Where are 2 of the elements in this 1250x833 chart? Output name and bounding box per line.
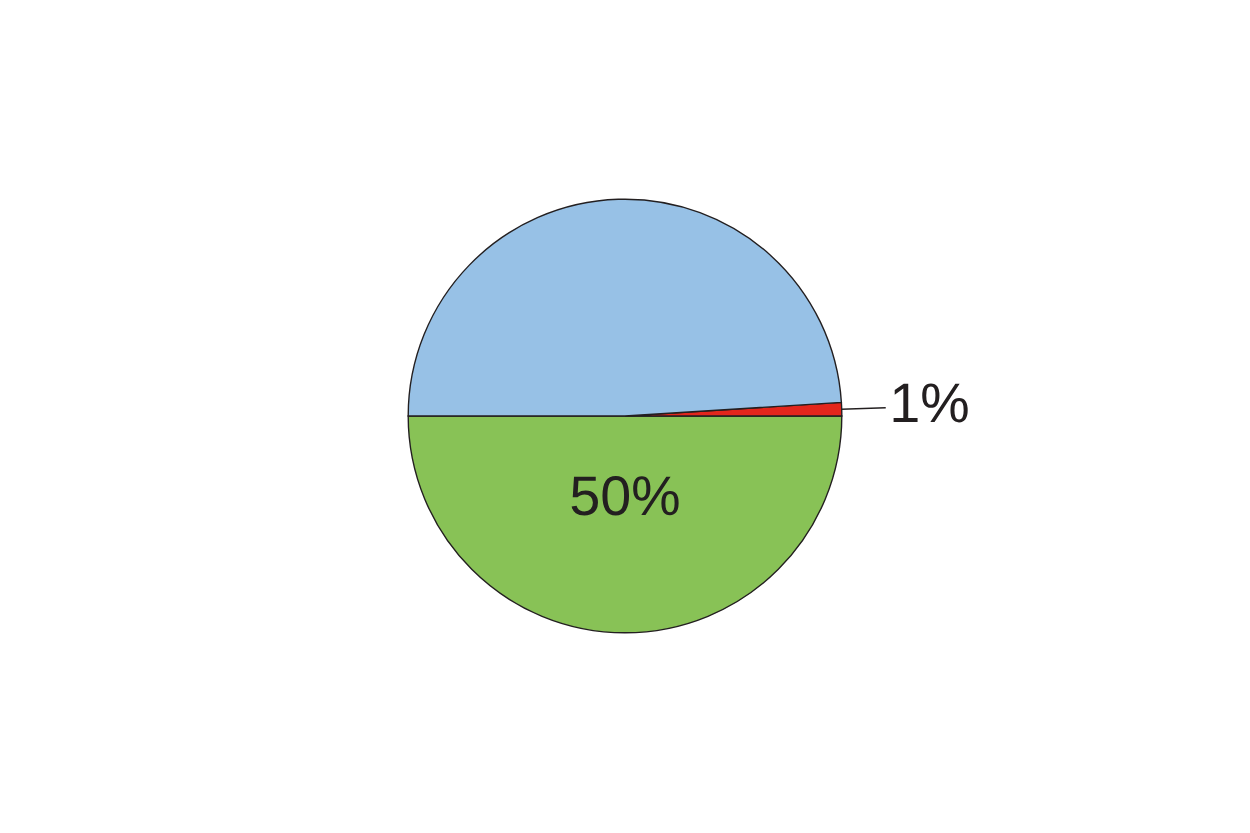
data-label: 1% xyxy=(893,383,968,423)
data-label: 50% xyxy=(571,476,679,516)
